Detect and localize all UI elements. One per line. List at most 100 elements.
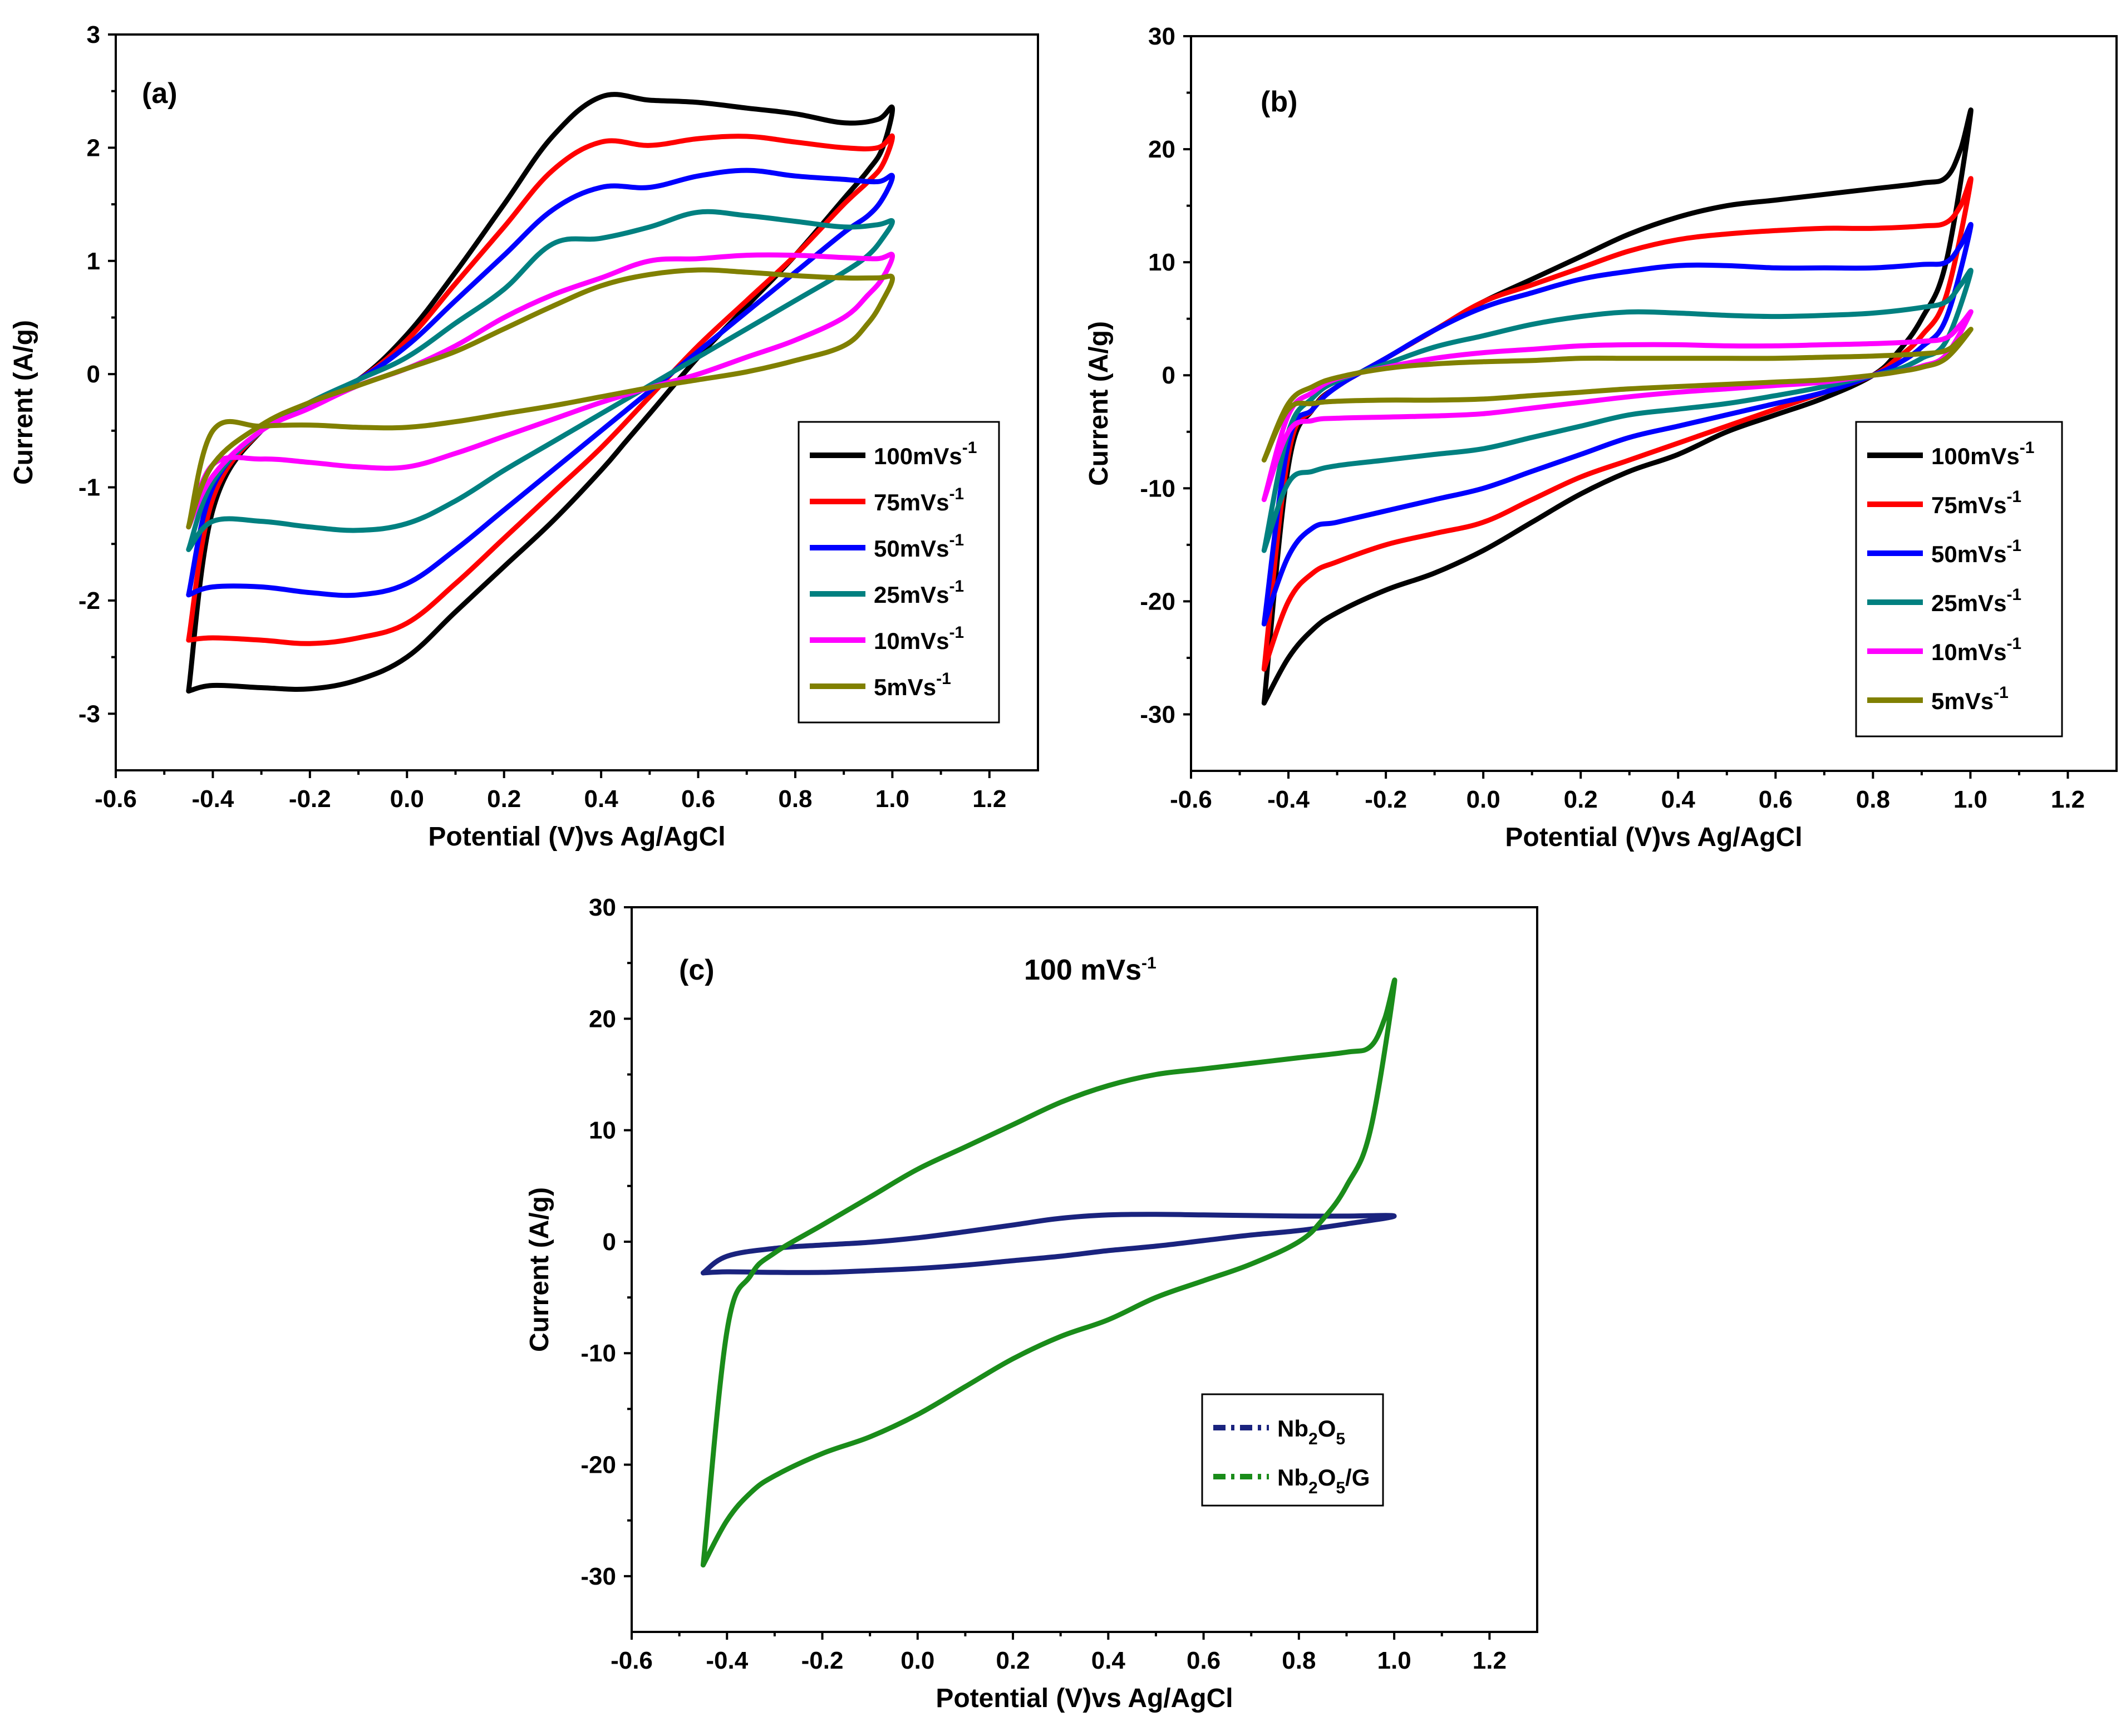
plot-frame xyxy=(1190,35,2118,772)
panel-label: (a) xyxy=(142,77,178,110)
legend-box xyxy=(1855,421,2063,737)
legend-label-sup: -1 xyxy=(949,485,964,503)
x-tick-label: 1.2 xyxy=(972,785,1006,813)
y-tick-label: -30 xyxy=(1140,701,1175,728)
legend-label-sup: -1 xyxy=(2006,586,2021,604)
series-line-nb2o5 xyxy=(700,1212,1397,1276)
x-axis-label: Potential (V)vs Ag/AgCl xyxy=(428,822,725,852)
plot-frame xyxy=(115,33,1039,771)
panel-label: (b) xyxy=(1261,86,1297,118)
legend-label-sup: -1 xyxy=(2006,635,2021,653)
legend-label-part: O xyxy=(1318,1415,1336,1442)
x-tick-label: 0.0 xyxy=(1467,786,1500,813)
x-tick-label: -0.4 xyxy=(1267,786,1310,813)
x-tick-label: -0.4 xyxy=(192,785,234,813)
y-axis-label: Current (A/g) xyxy=(1084,321,1114,486)
x-tick-label: 1.0 xyxy=(1953,786,1987,813)
x-tick-label: -0.2 xyxy=(1365,786,1407,813)
legend-label: 100mVs-1 xyxy=(1931,439,2034,469)
legend-label: Nb2O5 xyxy=(1277,1415,1345,1448)
series-line-25mvs xyxy=(1261,268,1974,553)
y-axis-label: Current (A/g) xyxy=(9,320,38,485)
legend-label-sup: -1 xyxy=(949,531,964,549)
y-tick-label: 1 xyxy=(87,248,100,275)
legend-label-sup: -1 xyxy=(2020,439,2035,457)
series-line-5mvs xyxy=(186,267,895,530)
y-tick-label: 2 xyxy=(87,134,100,161)
x-tick-label: -0.6 xyxy=(611,1647,653,1674)
x-tick-label: 1.2 xyxy=(2051,786,2085,813)
y-tick-label: -20 xyxy=(580,1452,616,1479)
y-tick-label: 0 xyxy=(603,1228,616,1256)
legend-label: 10mVs-1 xyxy=(1931,635,2021,665)
x-tick-label: 1.0 xyxy=(1377,1647,1411,1674)
series-line-10mvs xyxy=(186,252,895,530)
legend-label: 50mVs-1 xyxy=(1931,537,2021,567)
x-tick-label: 0.4 xyxy=(1091,1647,1126,1674)
y-tick-label: 10 xyxy=(589,1117,616,1144)
legend-label-base: 100mVs xyxy=(874,443,962,469)
x-tick-label: -0.6 xyxy=(1170,786,1212,813)
legend-label-part: Nb xyxy=(1277,1464,1308,1491)
legend-label: 5mVs-1 xyxy=(1931,683,2009,714)
legend-label-sup: -1 xyxy=(936,670,951,688)
legend-label-base: 10mVs xyxy=(874,628,949,654)
x-tick-label: 0.8 xyxy=(778,785,812,813)
legend-label-base: 100mVs xyxy=(1931,443,2020,469)
series-line-50mvs xyxy=(186,168,895,598)
y-tick-label: -30 xyxy=(580,1563,616,1590)
panel-c: -0.6 -0.4 -0.2 0.0 0.2 0.4 0.6 0.8 1.0 1.2 -30 -20 -… xyxy=(525,894,1538,1713)
legend-label-base: 50mVs xyxy=(874,535,949,562)
annotation-sup: -1 xyxy=(1141,954,1157,972)
x-axis-label: Potential (V)vs Ag/AgCl xyxy=(1505,823,1802,852)
y-tick-label: 30 xyxy=(589,894,616,921)
legend-label: 50mVs-1 xyxy=(874,531,964,562)
legend-label-sup: -1 xyxy=(1994,683,2009,702)
scan-rate-annotation: 100 mVs-1 xyxy=(1024,954,1157,986)
y-tick-label: -3 xyxy=(78,700,100,727)
annotation-base: 100 mVs xyxy=(1024,954,1141,986)
y-tick-label: 0 xyxy=(1162,362,1175,389)
panel-label: (c) xyxy=(679,954,715,986)
x-tick-label: 0.6 xyxy=(1759,786,1793,813)
y-tick-label: 20 xyxy=(1148,136,1175,163)
x-tick-label: 0.8 xyxy=(1856,786,1890,813)
panel-b: -0.6 -0.4 -0.2 0.0 0.2 0.4 0.6 0.8 1.0 1.2 -30 -20 -… xyxy=(1084,23,2118,852)
legend-label-part: 2 xyxy=(1308,1479,1318,1497)
x-tick-label: 0.0 xyxy=(900,1647,934,1674)
legend-label-base: 50mVs xyxy=(1931,541,2006,567)
legend-label-part: /G xyxy=(1345,1464,1370,1491)
legend: 100mVs-175mVs-150mVs-125mVs-110mVs-15mVs… xyxy=(798,421,1000,724)
legend-label: 5mVs-1 xyxy=(874,670,951,700)
y-axis-label: Current (A/g) xyxy=(525,1187,554,1352)
series-line-10mvs xyxy=(1261,309,1974,503)
x-tick-label: 0.4 xyxy=(584,785,619,813)
x-tick-label: 0.2 xyxy=(487,785,521,813)
legend-label-sup: -1 xyxy=(2006,488,2021,506)
x-tick-label: 1.0 xyxy=(875,785,909,813)
x-tick-label: 0.2 xyxy=(996,1647,1030,1674)
panel-a: -0.6 -0.4 -0.2 0.0 0.2 0.4 0.6 0.8 1.0 1.2 -3 -2 -1 0… xyxy=(9,21,1039,852)
series-line-100mvs xyxy=(186,92,895,694)
y-tick-label: 20 xyxy=(589,1005,616,1032)
y-tick-label: -10 xyxy=(580,1340,616,1367)
legend-label-part: O xyxy=(1318,1464,1336,1491)
legend-label-base: 75mVs xyxy=(1931,492,2006,518)
series-line-75mvs xyxy=(186,133,895,646)
series-line-25mvs xyxy=(186,209,895,552)
legend-label-sup: -1 xyxy=(2006,537,2021,555)
x-tick-label: 0.2 xyxy=(1564,786,1598,813)
x-tick-label: 0.6 xyxy=(1187,1647,1221,1674)
y-tick-label: 30 xyxy=(1148,23,1175,50)
legend-label-sup: -1 xyxy=(962,439,977,457)
legend-label-base: 25mVs xyxy=(874,582,949,608)
legend-label-base: 25mVs xyxy=(1931,590,2006,616)
x-tick-label: -0.4 xyxy=(706,1647,748,1674)
legend-box xyxy=(1201,1393,1384,1507)
x-tick-label: 1.2 xyxy=(1473,1647,1507,1674)
plot-frame xyxy=(631,906,1538,1633)
series-line-5mvs xyxy=(1261,327,1974,463)
series-line-nb2o5-g xyxy=(700,977,1397,1568)
legend-label-part: Nb xyxy=(1277,1415,1308,1442)
